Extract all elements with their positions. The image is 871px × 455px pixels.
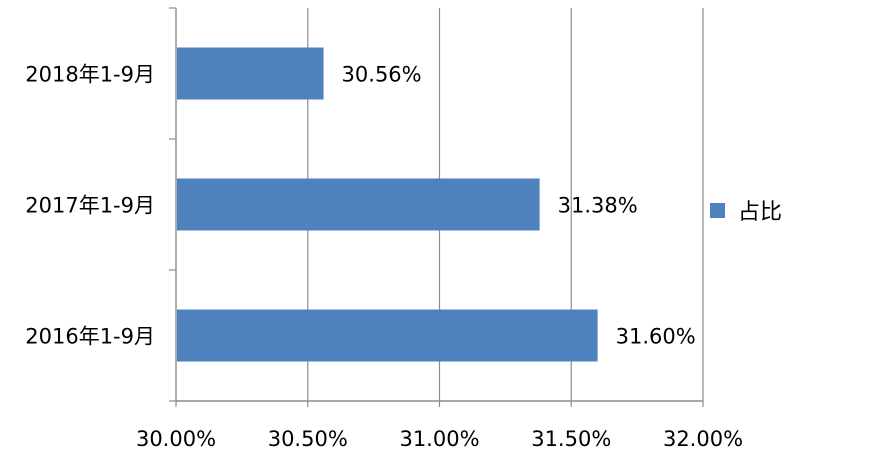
data-label: 31.38% (558, 194, 638, 218)
x-tick-label: 30.50% (268, 427, 348, 451)
bar (177, 47, 324, 100)
category-labels: 2018年1-9月 2017年1-9月 2016年1-9月 (25, 63, 155, 349)
legend-label: 占比 (738, 200, 782, 225)
axes (169, 7, 704, 407)
x-tick-label: 31.00% (399, 427, 479, 451)
legend: 占比 (710, 200, 782, 225)
category-label: 2018年1-9月 (25, 63, 155, 87)
bar (177, 178, 540, 231)
legend-swatch (710, 203, 725, 218)
data-labels: 30.56% 31.38% 31.60% (342, 63, 696, 349)
x-tick-label: 32.00% (663, 427, 743, 451)
x-tick-label: 30.00% (136, 427, 216, 451)
x-tick-labels: 30.00% 30.50% 31.00% 31.50% 32.00% (136, 427, 743, 451)
bars (177, 47, 598, 362)
data-label: 31.60% (616, 325, 696, 349)
bar (177, 309, 598, 362)
category-label: 2016年1-9月 (25, 325, 155, 349)
data-label: 30.56% (342, 63, 422, 87)
category-label: 2017年1-9月 (25, 194, 155, 218)
x-tick-label: 31.50% (531, 427, 611, 451)
